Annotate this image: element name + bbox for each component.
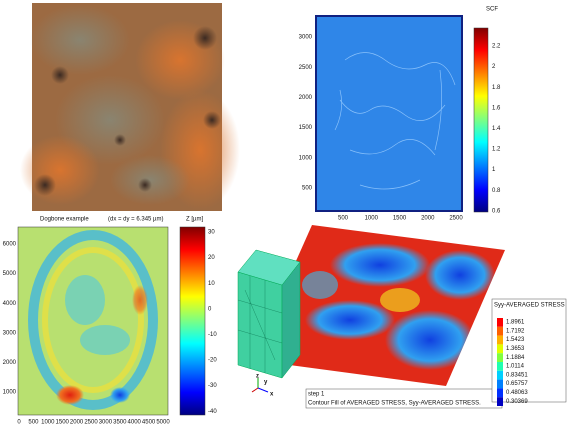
legend-swatch xyxy=(497,362,503,371)
x-tick-label: 1500 xyxy=(393,216,407,222)
x-tick-label: 1000 xyxy=(41,420,55,426)
y-tick-label: 3000 xyxy=(299,35,313,41)
y-tick-label: 5000 xyxy=(3,271,17,277)
legend-value: 0.65757 xyxy=(506,381,528,387)
y-tick-label: 3000 xyxy=(3,330,17,336)
colorbar-tick-label: 0.8 xyxy=(492,188,501,194)
y-tick-label: 4000 xyxy=(3,301,17,307)
legend-swatch xyxy=(497,397,503,406)
legend-value: 0.48063 xyxy=(506,390,528,396)
x-tick-label: 3000 xyxy=(99,420,113,426)
y-tick-label: 2000 xyxy=(3,360,17,366)
colorbar-label: SCF xyxy=(486,7,498,13)
colorbar-tick-label: 0.6 xyxy=(492,208,501,214)
scf-map xyxy=(315,15,489,213)
axis-label: z xyxy=(256,374,259,380)
legend-value: 1.1884 xyxy=(506,355,525,361)
colorbar-tick-label: 2.2 xyxy=(492,44,501,50)
x-tick-label: 2500 xyxy=(84,420,98,426)
y-tick-label: 2000 xyxy=(299,95,313,101)
legend-value: 1.5423 xyxy=(506,337,525,343)
colorbar-label: Z [µm] xyxy=(186,217,203,223)
colorbar-tick-label: 1.2 xyxy=(492,147,501,153)
colorbar-tick-label: -40 xyxy=(208,409,217,415)
colorbar-tick-label: 1 xyxy=(492,167,496,173)
x-tick-label: 2000 xyxy=(70,420,84,426)
x-tick-label: 500 xyxy=(338,216,349,222)
colorbar-tick-label: 10 xyxy=(208,281,215,287)
colorbar-tick-label: -10 xyxy=(208,332,217,338)
colorbar-tick-label: 2 xyxy=(492,64,496,70)
colorbar-tick-label: -20 xyxy=(208,358,217,364)
colorbar-tick-label: 20 xyxy=(208,255,215,261)
y-tick-label: 6000 xyxy=(3,242,17,248)
x-tick-label: 2000 xyxy=(421,216,435,222)
colorbar-tick-label: -30 xyxy=(208,383,217,389)
legend-swatch xyxy=(497,326,503,336)
legend-swatch xyxy=(497,344,503,354)
y-tick-label: 500 xyxy=(302,186,313,192)
x-tick-label: 1500 xyxy=(56,420,70,426)
subtitle: (dx = dy = 6.345 µm) xyxy=(108,217,163,223)
colorbar-tick-label: 1.4 xyxy=(492,126,501,132)
legend-swatch xyxy=(497,388,503,398)
x-tick-label: 3500 xyxy=(113,420,127,426)
colorbar-tick-label: 1.8 xyxy=(492,85,501,91)
x-tick-label: 4000 xyxy=(128,420,142,426)
y-tick-label: 1000 xyxy=(3,390,17,396)
caption: Contour Fill of AVERAGED STRESS, Syy-AVE… xyxy=(308,401,481,407)
y-tick-label: 2500 xyxy=(299,65,313,71)
legend-value: 0.30369 xyxy=(506,399,528,405)
x-tick-label: 1000 xyxy=(365,216,379,222)
legend-swatch xyxy=(497,335,503,345)
legend-swatch xyxy=(497,318,503,327)
legend-value: 1.7192 xyxy=(506,328,525,334)
x-tick-label: 0 xyxy=(17,420,21,426)
legend-value: 1.0114 xyxy=(506,364,525,370)
colorbar-tick-label: 0 xyxy=(208,306,212,312)
x-tick-label: 4500 xyxy=(142,420,156,426)
y-tick-label: 1000 xyxy=(299,155,313,161)
x-tick-label: 500 xyxy=(28,420,39,426)
legend-value: 0.83451 xyxy=(506,372,528,378)
legend-swatch xyxy=(497,370,503,380)
axis-label: y xyxy=(264,380,268,386)
dogbone-map xyxy=(17,226,206,416)
x-tick-label: 2500 xyxy=(449,216,463,222)
legend-value: 1.3653 xyxy=(506,346,525,352)
colorbar-tick-label: 1.6 xyxy=(492,105,501,111)
step-label: step 1 xyxy=(308,392,325,398)
legend-title: Syy-AVERAGED STRESS xyxy=(494,303,565,309)
legend-swatch xyxy=(497,353,503,362)
legend-swatch xyxy=(497,379,503,389)
rock-photo xyxy=(20,3,240,211)
y-tick-label: 1500 xyxy=(299,125,313,131)
colorbar-tick-label: 30 xyxy=(208,230,215,236)
title: Dogbone example xyxy=(40,217,89,223)
legend-value: 1.8961 xyxy=(506,320,525,326)
x-tick-label: 5000 xyxy=(156,420,170,426)
stress-contour xyxy=(237,225,567,409)
axis-label: x xyxy=(270,392,274,398)
